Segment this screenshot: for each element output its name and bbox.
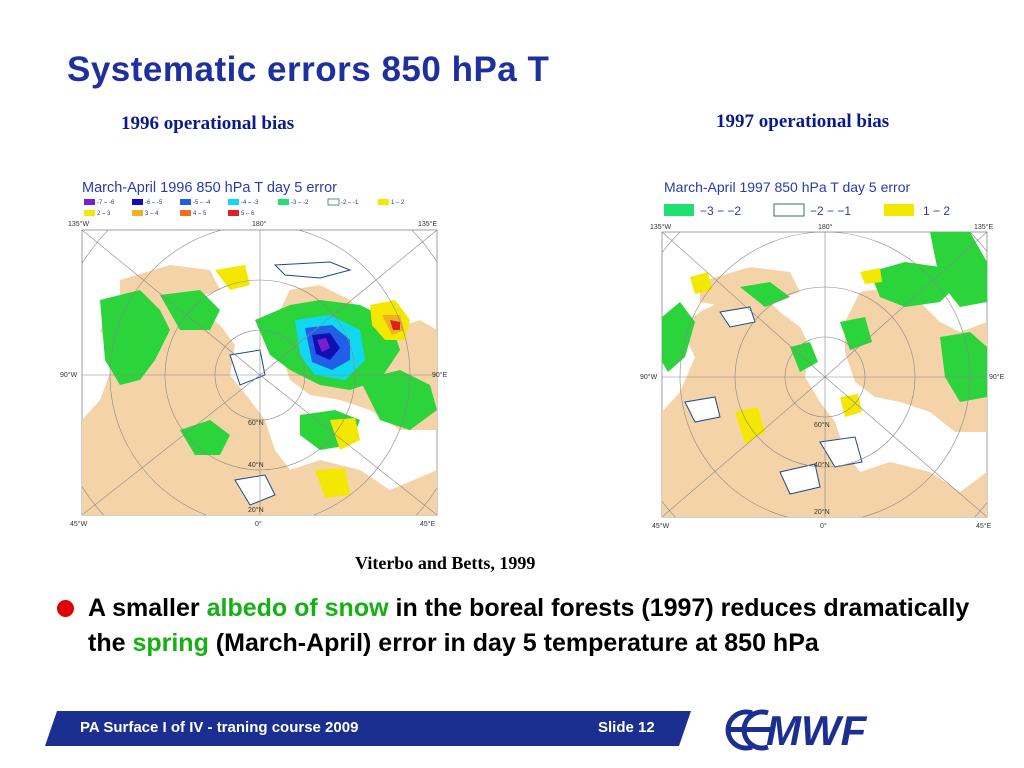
map-1997-lat-60: 60°N [814,421,830,429]
bullet-text-part3: (March-April) error in day 5 temperature… [208,629,819,657]
footer-course-label: PA Surface I of IV - traning course 2009 [80,719,359,736]
map-1996-lon-bl: 45°W [70,520,88,528]
legend-1996-0: -7 – -6 [97,200,115,206]
legend-1996-2: -5 – -4 [193,200,211,206]
legend-1996-5: -2 – -1 [341,200,359,206]
bullet-text: A smaller albedo of snow in the boreal f… [88,591,988,661]
map-1996-title: March-April 1996 850 hPa T day 5 error [82,180,337,196]
map-1997-lon-tl: 135°W [650,223,671,231]
map-1997: March-April 1997 850 hPa T day 5 error −… [640,172,1010,534]
map-1997-title: March-April 1997 850 hPa T day 5 error [664,179,911,195]
map-1996-lon-left: 90°W [60,371,78,379]
legend-1996-9: 4 – 5 [193,211,207,217]
map-1997-lat-20: 20°N [814,508,830,516]
map-1996-lat-20: 20°N [248,506,264,514]
bullet-dot-icon [57,600,74,617]
map-1996: March-April 1996 850 hPa T day 5 error -… [60,170,450,535]
bullet-text-part1: A smaller [88,594,207,622]
map-1996-lon-tl: 135°W [68,220,89,228]
legend-1996-1: -6 – -5 [145,200,163,206]
map-1997-lon-br: 45°E [976,522,992,530]
legend-1996-10: 5 – 6 [241,211,255,217]
map-1997-lat-40: 40°N [814,461,830,469]
ecmwf-logo-text: MWF [766,707,868,754]
map-1996-lon-bottom: 0° [255,520,262,528]
legend-1997-0: −3 − −2 [700,204,741,218]
legend-1996-6: 1 – 2 [391,200,405,206]
map-1996-lon-top: 180° [252,220,267,228]
caption-1997: 1997 operational bias [716,111,890,132]
legend-1996-7: 2 – 3 [97,211,111,217]
bullet-highlight-albedo: albedo of snow [206,594,389,622]
map-1997-lon-top: 180° [818,223,833,231]
caption-1996: 1996 operational bias [121,113,295,134]
footer-bar [45,711,691,746]
map-1996-plot: 135°W 180° 135°E 90°W 90°E 45°W 0° 45°E … [60,220,448,528]
map-1997-lon-bl: 45°W [652,522,670,530]
legend-1996-3: -4 – -3 [241,200,259,206]
map-1997-lon-left: 90°W [640,373,658,381]
slide-title: Systematic errors 850 hPa T [67,50,550,89]
map-1996-lon-br: 45°E [420,520,436,528]
footer-slide-number: Slide 12 [598,719,655,736]
legend-1996-8: 3 – 4 [145,211,159,217]
map-1997-lon-tr: 135°E [974,223,993,231]
map-1996-lat-60: 60°N [248,419,264,427]
map-1996-lon-right: 90°E [432,371,448,379]
ecmwf-logo: MWF [725,707,868,754]
map-1996-lat-40: 40°N [248,461,264,469]
map-1997-lon-bottom: 0° [820,522,827,530]
legend-1997-2: 1 − 2 [923,204,950,218]
map-1997-lon-right: 90°E [989,373,1005,381]
bullet-highlight-spring: spring [132,629,209,657]
citation: Viterbo and Betts, 1999 [355,553,536,573]
map-1996-lon-tr: 135°E [418,220,437,228]
bullet-text-part2: in the boreal forests (1997) reduces dra… [88,594,970,657]
legend-1997-1: −2 − −1 [810,204,851,218]
map-1997-plot: 135°W 180° 135°E 90°W 90°E 45°W 0° 45°E … [640,223,1005,530]
legend-1996-4: -3 – -2 [291,200,309,206]
